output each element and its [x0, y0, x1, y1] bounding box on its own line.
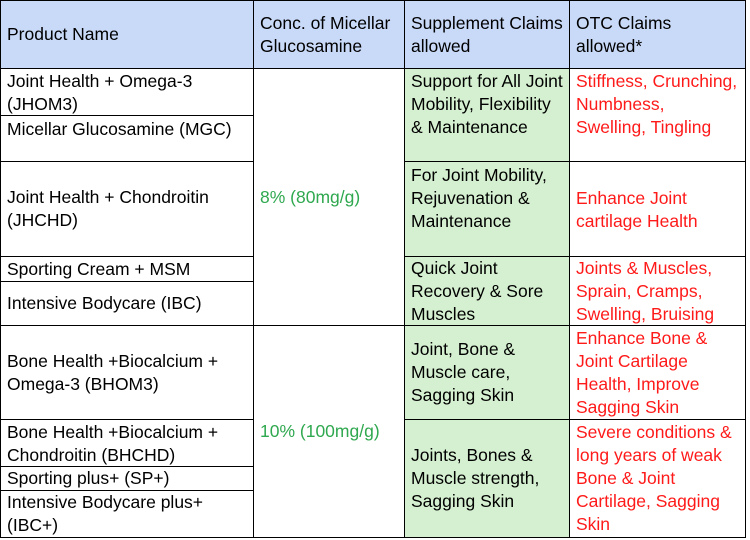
product-name-cell: Bone Health +Biocalcium + Chondroitin (B… — [0, 419, 254, 467]
header-otc-claims: OTC Claims allowed* — [569, 0, 746, 69]
otc-claim-cell: Joints & Muscles, Sprain, Cramps, Swelli… — [569, 256, 746, 326]
otc-claim: Stiffness, Crunching, Numbness, Swelling… — [576, 71, 738, 137]
supplement-claim-cell: Quick Joint Recovery & Sore Muscles — [404, 256, 570, 326]
header-otc-claims-label: OTC Claims allowed* — [576, 12, 672, 56]
header-product-name-label: Product Name — [7, 24, 119, 44]
product-name: Intensive Bodycare plus+ (IBC+) — [7, 492, 204, 535]
product-name: Intensive Bodycare (IBC) — [7, 293, 202, 313]
product-name-cell: Joint Health + Chondroitin (JHCHD) — [0, 161, 254, 257]
product-name: Joint Health + Chondroitin (JHCHD) — [7, 187, 209, 230]
product-name-cell: Intensive Bodycare (IBC) — [0, 281, 254, 326]
product-name-cell: Intensive Bodycare plus+ (IBC+) — [0, 490, 254, 538]
supplement-claim: Joint, Bone & Muscle care, Sagging Skin — [411, 339, 516, 405]
product-name: Joint Health + Omega-3 (JHOM3) — [7, 71, 193, 114]
otc-claim: Severe conditions & long years of weak B… — [576, 422, 732, 534]
product-name: Bone Health +Biocalcium + Omega-3 (BHOM3… — [7, 350, 219, 394]
product-name-cell: Bone Health +Biocalcium + Omega-3 (BHOM3… — [0, 325, 254, 420]
otc-claim-cell: Stiffness, Crunching, Numbness, Swelling… — [569, 68, 746, 162]
product-name-cell: Sporting Cream + MSM — [0, 256, 254, 282]
product-name-cell: Micellar Glucosamine (MGC) — [0, 115, 254, 162]
concentration-cell: 8% (80mg/g) — [253, 68, 405, 326]
supplement-claim-cell: For Joint Mobility, Rejuvenation & Maint… — [404, 161, 570, 257]
product-name: Sporting Cream + MSM — [7, 258, 191, 279]
product-name: Micellar Glucosamine (MGC) — [7, 119, 232, 139]
product-name-cell: Sporting plus+ (SP+) — [0, 466, 254, 491]
otc-claim-cell: Enhance Joint cartilage Health — [569, 161, 746, 257]
header-supplement-claims-label: Supplement Claims allowed — [411, 12, 563, 56]
supplement-claim: Quick Joint Recovery & Sore Muscles — [411, 258, 544, 324]
header-concentration: Conc. of Micellar Glucosamine — [253, 0, 405, 69]
supplement-claim: For Joint Mobility, Rejuvenation & Maint… — [411, 165, 547, 231]
header-product-name: Product Name — [0, 0, 254, 69]
concentration-value: 10% (100mg/g) — [260, 421, 380, 441]
header-supplement-claims: Supplement Claims allowed — [404, 0, 570, 69]
supplement-claim-cell: Joints, Bones & Muscle strength, Sagging… — [404, 419, 570, 538]
supplement-claim: Joints, Bones & Muscle strength, Sagging… — [411, 445, 540, 511]
supplement-claim: Support for All Joint Mobility, Flexibil… — [411, 71, 563, 137]
otc-claim-cell: Severe conditions & long years of weak B… — [569, 419, 746, 538]
otc-claim-cell: Enhance Bone & Joint Cartilage Health, I… — [569, 325, 746, 420]
supplement-claim-cell: Joint, Bone & Muscle care, Sagging Skin — [404, 325, 570, 420]
otc-claim: Enhance Bone & Joint Cartilage Health, I… — [576, 328, 708, 417]
supplement-claim-cell: Support for All Joint Mobility, Flexibil… — [404, 68, 570, 162]
concentration-cell: 10% (100mg/g) — [253, 325, 405, 538]
otc-claim: Joints & Muscles, Sprain, Cramps, Swelli… — [576, 258, 715, 324]
header-concentration-label: Conc. of Micellar Glucosamine — [260, 12, 391, 56]
product-name-cell: Joint Health + Omega-3 (JHOM3) — [0, 68, 254, 116]
concentration-value: 8% (80mg/g) — [260, 186, 361, 207]
product-name: Bone Health +Biocalcium + Chondroitin (B… — [7, 422, 219, 465]
product-name: Sporting plus+ (SP+) — [7, 468, 170, 488]
otc-claim: Enhance Joint cartilage Health — [576, 188, 698, 231]
